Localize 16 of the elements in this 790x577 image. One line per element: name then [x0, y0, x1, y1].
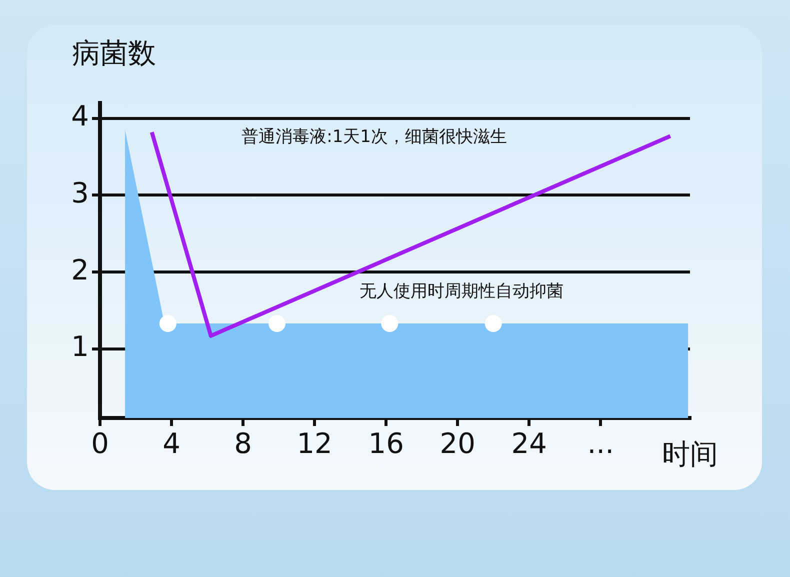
- x-tick-label: 16: [368, 427, 404, 460]
- y-tick-label: 4: [71, 100, 89, 133]
- x-tick-label: 4: [162, 427, 180, 460]
- x-tick-label: 12: [296, 427, 332, 460]
- y-tick-label: 1: [71, 330, 89, 364]
- x-tick-label: 24: [511, 427, 547, 460]
- annotation: 普通消毒液:1天1次，细菌很快滋生: [242, 127, 507, 148]
- x-axis-title: 时间: [662, 437, 718, 470]
- x-tick-label: 20: [440, 427, 476, 460]
- annotation: 无人使用时周期性自动抑菌: [360, 281, 564, 302]
- y-tick-label: 3: [71, 176, 89, 210]
- x-tick-label: 0: [91, 427, 109, 460]
- y-axis-title: 病菌数: [72, 36, 156, 70]
- y-tick-label: 2: [71, 253, 89, 286]
- x-tick-label: 8: [234, 427, 252, 460]
- x-tick-label: ...: [587, 427, 614, 460]
